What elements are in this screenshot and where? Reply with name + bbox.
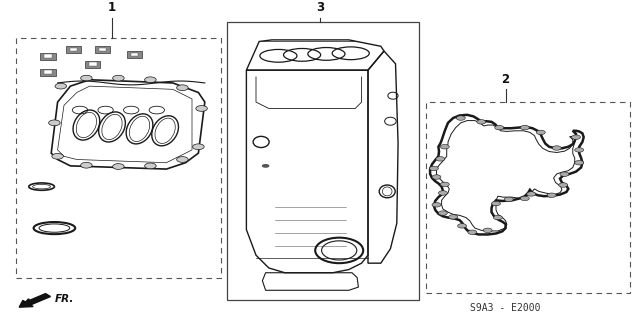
- Circle shape: [449, 215, 458, 219]
- Bar: [227, 22, 419, 300]
- Circle shape: [458, 224, 467, 228]
- Bar: [40, 53, 56, 60]
- Circle shape: [547, 193, 556, 197]
- Bar: [95, 46, 110, 53]
- Bar: [16, 38, 221, 278]
- Bar: [99, 48, 106, 51]
- FancyArrow shape: [19, 293, 51, 307]
- Bar: [70, 48, 77, 51]
- Bar: [127, 51, 142, 58]
- Circle shape: [492, 201, 500, 206]
- Circle shape: [520, 125, 529, 130]
- Circle shape: [81, 75, 92, 81]
- Circle shape: [438, 211, 447, 215]
- Circle shape: [575, 148, 584, 152]
- Circle shape: [440, 145, 449, 149]
- Circle shape: [429, 166, 438, 171]
- Bar: [89, 62, 97, 66]
- Circle shape: [572, 135, 580, 139]
- Circle shape: [113, 164, 124, 169]
- Circle shape: [49, 120, 60, 126]
- Circle shape: [432, 203, 441, 207]
- Circle shape: [177, 85, 188, 91]
- Circle shape: [55, 83, 67, 89]
- Text: 2: 2: [502, 73, 509, 86]
- Circle shape: [145, 77, 156, 83]
- Circle shape: [438, 191, 447, 195]
- Circle shape: [196, 106, 207, 111]
- Bar: [426, 102, 630, 293]
- Text: 1: 1: [108, 1, 116, 14]
- Circle shape: [493, 215, 502, 220]
- Circle shape: [559, 183, 568, 187]
- Circle shape: [575, 160, 584, 165]
- Circle shape: [552, 146, 561, 150]
- Circle shape: [193, 144, 204, 150]
- Circle shape: [432, 175, 441, 179]
- Circle shape: [527, 192, 536, 196]
- Circle shape: [468, 230, 477, 234]
- Circle shape: [262, 164, 269, 168]
- Text: FR.: FR.: [54, 294, 74, 304]
- Text: S9A3 - E2000: S9A3 - E2000: [470, 303, 541, 313]
- Circle shape: [536, 130, 545, 135]
- Bar: [66, 46, 81, 53]
- Circle shape: [504, 197, 513, 202]
- Text: 3: 3: [316, 1, 324, 14]
- Bar: [131, 53, 138, 56]
- Circle shape: [520, 196, 529, 201]
- Circle shape: [113, 75, 124, 81]
- Circle shape: [560, 172, 569, 176]
- Circle shape: [145, 163, 156, 169]
- Bar: [85, 61, 100, 68]
- Bar: [44, 70, 52, 74]
- Circle shape: [483, 228, 492, 233]
- Circle shape: [440, 182, 449, 187]
- Circle shape: [477, 120, 486, 124]
- Circle shape: [52, 153, 63, 159]
- Circle shape: [177, 157, 188, 162]
- Circle shape: [495, 125, 504, 130]
- Bar: [44, 54, 52, 58]
- Circle shape: [456, 116, 465, 120]
- Circle shape: [436, 157, 445, 161]
- Bar: [40, 69, 56, 76]
- Circle shape: [81, 162, 92, 168]
